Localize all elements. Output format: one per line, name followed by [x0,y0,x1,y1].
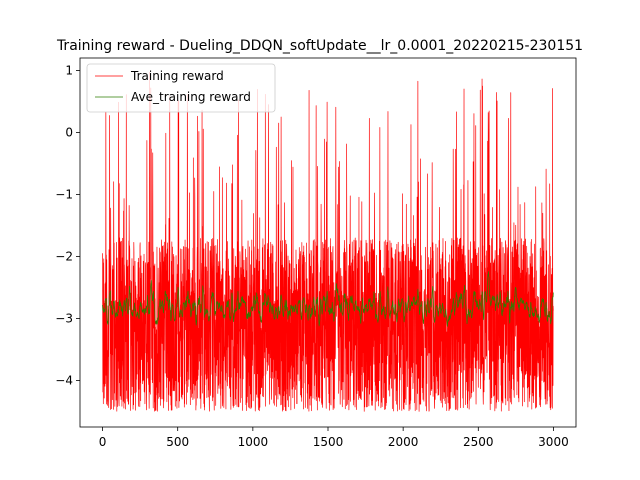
y-tick-label: −3 [55,311,73,325]
legend-box [86,63,276,113]
x-tick-label: 2500 [463,435,494,449]
series-ave-training-reward [102,271,554,327]
series-training-reward [102,71,554,412]
x-tick-label: 2000 [388,435,419,449]
legend-label-training-reward: Training reward [130,69,224,83]
x-axis: 0 500 1000 1500 2000 2500 3000 [99,427,569,449]
y-tick-label: −2 [55,249,73,263]
y-tick-label: 0 [65,125,73,139]
x-tick-label: 1000 [238,435,269,449]
y-axis: −4 −3 −2 −1 0 1 [55,63,80,387]
legend: Training reward Ave_training reward [86,63,276,113]
chart-title: Training reward - Dueling_DDQN_softUpdat… [56,38,583,54]
x-tick-label: 500 [166,435,189,449]
plot-area [102,71,554,412]
y-tick-label: 1 [65,63,73,77]
legend-label-ave-training-reward: Ave_training reward [131,90,251,104]
x-tick-label: 1500 [313,435,344,449]
y-tick-label: −1 [55,187,73,201]
x-tick-label: 0 [99,435,107,449]
x-tick-label: 3000 [538,435,569,449]
y-tick-label: −4 [55,373,73,387]
